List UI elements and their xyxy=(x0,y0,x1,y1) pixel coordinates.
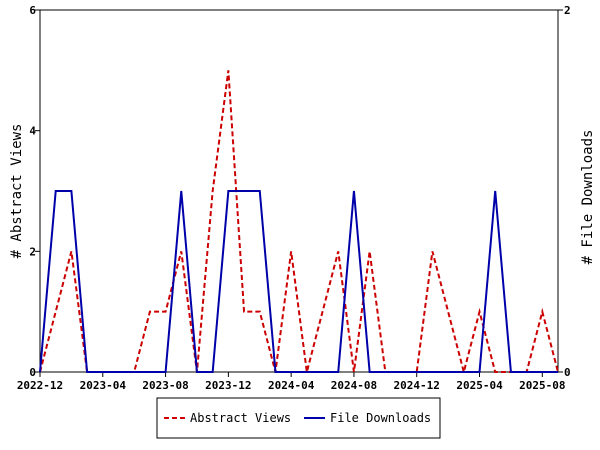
x-tick-label: 2025-08 xyxy=(519,379,565,392)
x-tick-label: 2023-08 xyxy=(142,379,188,392)
y-tick-label-right: 0 xyxy=(564,366,571,379)
y-tick-label-left: 4 xyxy=(29,125,36,138)
x-axis-ticks: 2022-12 2023-04 2023-08 2023-12 2024-04 2024-… xyxy=(17,372,565,392)
legend-box xyxy=(156,397,441,439)
series-line-file-downloads xyxy=(39,190,558,373)
series-line-abstract-views xyxy=(39,70,559,376)
x-tick-label: 2024-04 xyxy=(268,379,315,392)
x-tick-label: 2023-04 xyxy=(80,379,127,392)
y-tick-label-left: 6 xyxy=(29,4,36,17)
left-axis-ticks: 0 2 4 6 xyxy=(29,4,40,379)
y-tick-label-left: 2 xyxy=(29,245,36,258)
series-lines xyxy=(39,70,559,376)
legend-label-file-downloads: File Downloads xyxy=(330,411,431,425)
y-axis-title-left: # Abstract Views xyxy=(9,124,25,259)
right-axis-ticks: 02 xyxy=(558,4,571,379)
y-tick-label-left: 0 xyxy=(29,366,36,379)
x-tick-label: 2023-12 xyxy=(205,379,251,392)
legend: Abstract Views File Downloads xyxy=(156,397,441,439)
legend-label-abstract-views: Abstract Views xyxy=(190,411,291,425)
x-tick-label: 2024-08 xyxy=(331,379,377,392)
x-tick-label: 2024-12 xyxy=(394,379,440,392)
x-tick-label: 2025-04 xyxy=(456,379,503,392)
x-tick-label: 2022-12 xyxy=(17,379,63,392)
y-axis-title-right: # File Downloads xyxy=(580,130,596,265)
y-tick-label-right: 2 xyxy=(564,4,571,17)
